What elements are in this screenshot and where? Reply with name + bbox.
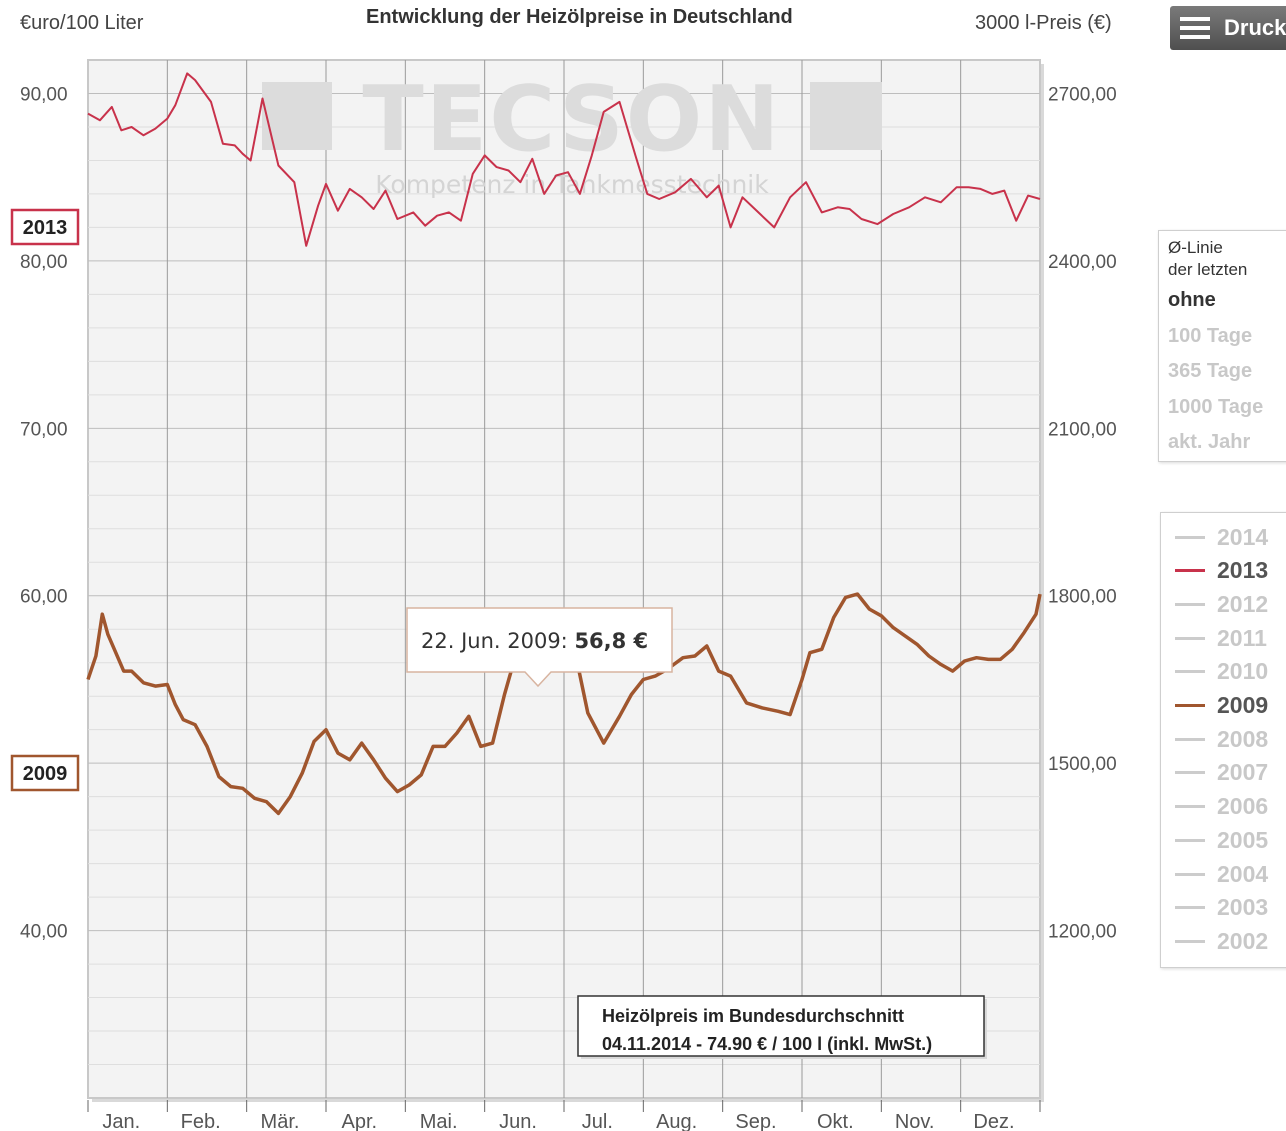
year-legend-item-2007[interactable]: 2007 xyxy=(1175,758,1286,788)
series-badge-label: 2009 xyxy=(23,763,68,785)
x-tick-label: Dez. xyxy=(973,1111,1014,1131)
year-legend-label: 2006 xyxy=(1217,793,1269,820)
year-legend-swatch xyxy=(1175,906,1205,910)
x-tick-label: Mai. xyxy=(420,1111,458,1131)
year-legend-swatch xyxy=(1175,771,1205,775)
y-tick-label-right: 1500,00 xyxy=(1048,754,1117,775)
y-tick-label-right: 1200,00 xyxy=(1048,922,1117,943)
average-panel-title-line2: der letzten xyxy=(1168,260,1248,279)
average-panel-title-line1: Ø-Linie xyxy=(1168,238,1223,257)
year-legend-item-2004[interactable]: 2004 xyxy=(1175,859,1286,889)
year-legend-panel: 2014 2013 2012 2011 2010 2009 2008 2007 2006 2005… xyxy=(1160,512,1286,968)
series-badge-box xyxy=(10,208,80,246)
average-line-panel: Ø-Linie der letzten ohne 100 Tage 365 Tage… xyxy=(1158,230,1286,462)
y-tick-label-left: 80,00 xyxy=(20,252,68,273)
tooltip: 22. Jun. 2009: 56,8 € xyxy=(406,607,673,688)
info-box: Heizölpreis im Bundesdurchschnitt 04.11.2… xyxy=(577,995,987,1059)
info-box-frame xyxy=(577,995,985,1057)
x-tick-label: Nov. xyxy=(895,1111,935,1131)
year-legend-swatch xyxy=(1175,939,1205,943)
x-tick-label: Sep. xyxy=(735,1111,776,1131)
year-legend-label: 2007 xyxy=(1217,759,1269,786)
year-legend-item-2003[interactable]: 2003 xyxy=(1175,893,1286,923)
year-legend-swatch xyxy=(1175,569,1205,573)
year-legend-label: 2003 xyxy=(1217,894,1269,921)
year-legend-swatch xyxy=(1175,602,1205,606)
year-legend-label: 2005 xyxy=(1217,826,1269,853)
x-tick-label: Aug. xyxy=(656,1111,697,1131)
year-legend-item-2006[interactable]: 2006 xyxy=(1175,792,1286,822)
year-legend-label: 2013 xyxy=(1217,557,1269,584)
year-legend-item-2011[interactable]: 2011 xyxy=(1175,623,1286,653)
average-option[interactable]: akt. Jahr xyxy=(1168,431,1251,453)
tooltip-text: 22. Jun. 2009: 56,8 € xyxy=(421,629,648,653)
year-legend-label: 2002 xyxy=(1217,927,1269,954)
average-option[interactable]: 100 Tage xyxy=(1168,325,1253,347)
year-legend-swatch xyxy=(1175,872,1205,876)
left-axis-unit-label: €uro/100 Liter xyxy=(20,12,144,34)
print-button[interactable]: Druck xyxy=(1170,6,1286,50)
year-legend-item-2010[interactable]: 2010 xyxy=(1175,657,1286,687)
watermark-brand: TECSON xyxy=(362,67,781,172)
year-legend-item-2012[interactable]: 2012 xyxy=(1175,589,1286,619)
x-tick-label: Jun. xyxy=(499,1111,537,1131)
x-tick-label: Okt. xyxy=(817,1111,854,1131)
y-tick-label-right: 2100,00 xyxy=(1048,419,1117,440)
x-tick-label: Mär. xyxy=(261,1111,300,1131)
year-legend-label: 2012 xyxy=(1217,590,1269,617)
year-legend-label: 2004 xyxy=(1217,860,1269,887)
x-tick-label: Apr. xyxy=(342,1111,378,1131)
year-legend-item-2005[interactable]: 2005 xyxy=(1175,825,1286,855)
y-tick-label-left: 60,00 xyxy=(20,587,68,608)
x-tick-label: Feb. xyxy=(181,1111,221,1131)
year-legend-swatch xyxy=(1175,636,1205,640)
series-line-2013 xyxy=(87,72,1041,247)
y-tick-label-left: 40,00 xyxy=(20,922,68,943)
year-legend-item-2008[interactable]: 2008 xyxy=(1175,724,1286,754)
menu-icon xyxy=(1180,17,1210,39)
year-legend-label: 2014 xyxy=(1217,523,1269,550)
x-tick-label: Jan. xyxy=(102,1111,140,1131)
y-tick-label-right: 2700,00 xyxy=(1048,84,1117,105)
year-legend-swatch xyxy=(1175,670,1205,674)
y-tick-label-right: 2400,00 xyxy=(1048,252,1117,273)
year-legend-item-2009[interactable]: 2009 xyxy=(1175,691,1286,721)
year-legend-label: 2008 xyxy=(1217,725,1269,752)
year-legend-label: 2010 xyxy=(1217,658,1269,685)
year-legend-swatch xyxy=(1175,737,1205,741)
tooltip-value: 56,8 € xyxy=(574,629,648,653)
year-legend-swatch xyxy=(1175,838,1205,842)
series-badge-2009: 2009 xyxy=(10,754,80,792)
year-legend-label: 2009 xyxy=(1217,692,1269,718)
tooltip-box xyxy=(406,607,673,688)
tooltip-date: 22. Jun. 2009: xyxy=(421,629,574,653)
series-badge-box xyxy=(10,754,80,792)
watermark-block-right xyxy=(810,82,882,150)
year-legend-swatch xyxy=(1175,805,1205,809)
year-legend-item-2013[interactable]: 2013 xyxy=(1175,556,1286,586)
series-badge-label: 2013 xyxy=(23,217,68,239)
series-badge-2013: 2013 xyxy=(10,208,80,246)
y-tick-label-left: 90,00 xyxy=(20,84,68,105)
right-axis-unit-label: 3000 l-Preis (€) xyxy=(975,12,1112,34)
average-option[interactable]: 1000 Tage xyxy=(1168,396,1264,418)
average-panel-title: Ø-Linie der letzten xyxy=(1168,237,1247,281)
average-option[interactable]: 365 Tage xyxy=(1168,360,1253,382)
x-tick-label: Jul. xyxy=(582,1111,613,1131)
year-legend-item-2002[interactable]: 2002 xyxy=(1175,926,1286,956)
y-tick-label-left: 70,00 xyxy=(20,419,68,440)
watermark-block-left xyxy=(262,82,332,150)
average-option[interactable]: ohne xyxy=(1168,289,1216,311)
y-tick-label-right: 1800,00 xyxy=(1048,587,1117,608)
chart-title: Entwicklung der Heizölpreise in Deutschl… xyxy=(366,6,793,28)
year-legend-swatch xyxy=(1175,704,1205,707)
year-legend-item-2014[interactable]: 2014 xyxy=(1175,522,1286,552)
year-legend-swatch xyxy=(1175,535,1205,539)
info-box-line1: Heizölpreis im Bundesdurchschnitt xyxy=(602,1006,904,1026)
info-box-line2: 04.11.2014 - 74.90 € / 100 l (inkl. MwSt… xyxy=(602,1034,932,1054)
year-legend-label: 2011 xyxy=(1217,624,1267,651)
print-button-label: Druck xyxy=(1224,15,1286,40)
